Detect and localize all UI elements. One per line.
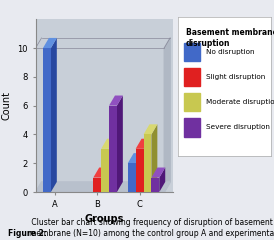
Polygon shape bbox=[109, 96, 123, 106]
Text: Moderate disruption: Moderate disruption bbox=[206, 99, 274, 105]
Polygon shape bbox=[117, 96, 123, 192]
Polygon shape bbox=[152, 168, 165, 178]
Polygon shape bbox=[164, 38, 170, 192]
Polygon shape bbox=[36, 38, 170, 48]
X-axis label: Groups: Groups bbox=[84, 214, 124, 224]
Bar bbox=[144, 134, 152, 192]
Polygon shape bbox=[93, 168, 107, 178]
Text: Figure 2:: Figure 2: bbox=[8, 228, 47, 238]
Text: Cluster bar chart showing frequency of disruption of basement
membrane (N=10) am: Cluster bar chart showing frequency of d… bbox=[29, 218, 274, 238]
Text: Basement membrance
disruption: Basement membrance disruption bbox=[185, 28, 274, 48]
Y-axis label: Count: Count bbox=[2, 91, 12, 120]
Bar bbox=[136, 149, 144, 192]
Bar bbox=[128, 163, 136, 192]
Bar bbox=[184, 93, 201, 111]
Polygon shape bbox=[43, 38, 57, 48]
Bar bbox=[184, 118, 201, 137]
Polygon shape bbox=[51, 38, 57, 192]
Bar bbox=[184, 68, 201, 86]
Bar bbox=[101, 149, 109, 192]
Polygon shape bbox=[101, 168, 107, 192]
Polygon shape bbox=[152, 124, 157, 192]
Polygon shape bbox=[136, 139, 149, 149]
Bar bbox=[184, 43, 201, 61]
Polygon shape bbox=[36, 182, 170, 192]
Text: No disruption: No disruption bbox=[206, 49, 255, 55]
Polygon shape bbox=[159, 168, 165, 192]
Polygon shape bbox=[101, 139, 115, 149]
Bar bbox=[152, 178, 159, 192]
Polygon shape bbox=[128, 153, 142, 163]
Bar bbox=[109, 106, 117, 192]
Bar bbox=[93, 178, 101, 192]
Text: Severe disruption: Severe disruption bbox=[206, 125, 270, 131]
Polygon shape bbox=[144, 124, 157, 134]
Polygon shape bbox=[136, 153, 142, 192]
Bar bbox=[43, 48, 51, 192]
Polygon shape bbox=[109, 139, 115, 192]
Polygon shape bbox=[144, 139, 149, 192]
Text: Slight disruption: Slight disruption bbox=[206, 74, 265, 80]
